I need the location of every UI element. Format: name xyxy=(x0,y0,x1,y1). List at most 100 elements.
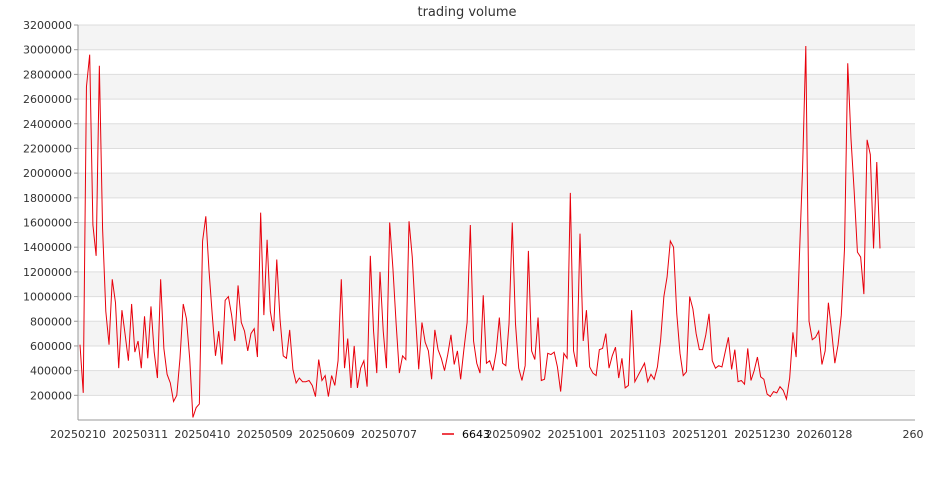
data-point xyxy=(654,379,655,380)
y-tick-label: 2800000 xyxy=(23,68,72,81)
data-point xyxy=(399,372,400,373)
data-point xyxy=(318,359,319,360)
data-point xyxy=(641,369,642,370)
data-point xyxy=(470,224,471,225)
data-point xyxy=(796,356,797,357)
data-point xyxy=(586,310,587,311)
data-point xyxy=(702,349,703,350)
data-point xyxy=(492,370,493,371)
data-point xyxy=(79,344,80,345)
data-point xyxy=(650,374,651,375)
data-point xyxy=(415,316,416,317)
data-point xyxy=(234,340,235,341)
data-point xyxy=(544,379,545,380)
data-point xyxy=(567,358,568,359)
data-point xyxy=(673,247,674,248)
y-axis: 200000 400000 600000 800000 1000000 1200000 14… xyxy=(23,19,79,420)
y-tick-label: 3000000 xyxy=(23,44,72,57)
data-point xyxy=(508,323,509,324)
data-point xyxy=(150,306,151,307)
data-point xyxy=(660,339,661,340)
data-point xyxy=(344,368,345,369)
data-point xyxy=(750,380,751,381)
data-point xyxy=(305,381,306,382)
data-point xyxy=(396,323,397,324)
x-tick-label: 20251103 xyxy=(610,428,666,441)
data-point xyxy=(783,390,784,391)
data-point xyxy=(86,86,87,87)
data-point xyxy=(618,377,619,378)
data-point xyxy=(354,345,355,346)
data-point xyxy=(537,317,538,318)
data-point xyxy=(167,374,168,375)
data-point xyxy=(254,328,255,329)
data-point xyxy=(83,392,84,393)
data-point xyxy=(786,398,787,399)
y-tick-label: 2600000 xyxy=(23,93,72,106)
data-point xyxy=(279,318,280,319)
data-point xyxy=(402,355,403,356)
data-point xyxy=(215,355,216,356)
data-point xyxy=(447,354,448,355)
data-point xyxy=(218,331,219,332)
data-point xyxy=(457,350,458,351)
data-point xyxy=(160,279,161,280)
data-point xyxy=(99,65,100,66)
data-point xyxy=(334,385,335,386)
data-point xyxy=(102,228,103,229)
data-point xyxy=(767,393,768,394)
data-point xyxy=(337,360,338,361)
data-point xyxy=(363,360,364,361)
data-point xyxy=(350,387,351,388)
data-point xyxy=(454,364,455,365)
data-point xyxy=(125,334,126,335)
data-point xyxy=(621,358,622,359)
data-point xyxy=(644,363,645,364)
data-point xyxy=(383,331,384,332)
y-tick-label: 1400000 xyxy=(23,241,72,254)
grid-band xyxy=(78,25,915,50)
data-point xyxy=(373,331,374,332)
data-point xyxy=(812,339,813,340)
data-point xyxy=(360,368,361,369)
grid-band xyxy=(78,370,915,396)
data-point xyxy=(92,224,93,225)
data-point xyxy=(815,337,816,338)
data-point xyxy=(115,302,116,303)
x-tick-label: 20260128 xyxy=(796,428,852,441)
data-point xyxy=(112,279,113,280)
data-point xyxy=(463,349,464,350)
data-point xyxy=(589,366,590,367)
data-point xyxy=(605,333,606,334)
y-tick-label: 1000000 xyxy=(23,291,72,304)
data-point xyxy=(637,375,638,376)
data-point xyxy=(144,316,145,317)
data-point xyxy=(467,322,468,323)
data-point xyxy=(425,342,426,343)
data-point xyxy=(270,311,271,312)
data-point xyxy=(670,240,671,241)
data-point xyxy=(89,54,90,55)
data-point xyxy=(757,356,758,357)
data-point xyxy=(634,381,635,382)
y-tick-label: 2200000 xyxy=(23,142,72,155)
data-point xyxy=(489,360,490,361)
data-point xyxy=(173,401,174,402)
y-tick-label: 1200000 xyxy=(23,266,72,279)
data-point xyxy=(405,359,406,360)
data-point xyxy=(741,380,742,381)
data-point xyxy=(879,248,880,249)
data-point xyxy=(421,322,422,323)
data-point xyxy=(596,375,597,376)
x-tick-label: 260 xyxy=(903,428,924,441)
data-point xyxy=(192,417,193,418)
data-point xyxy=(541,380,542,381)
data-point xyxy=(828,302,829,303)
data-point xyxy=(286,358,287,359)
data-point xyxy=(257,356,258,357)
data-point xyxy=(608,368,609,369)
data-point xyxy=(808,321,809,322)
data-point xyxy=(231,314,232,315)
data-point xyxy=(228,296,229,297)
